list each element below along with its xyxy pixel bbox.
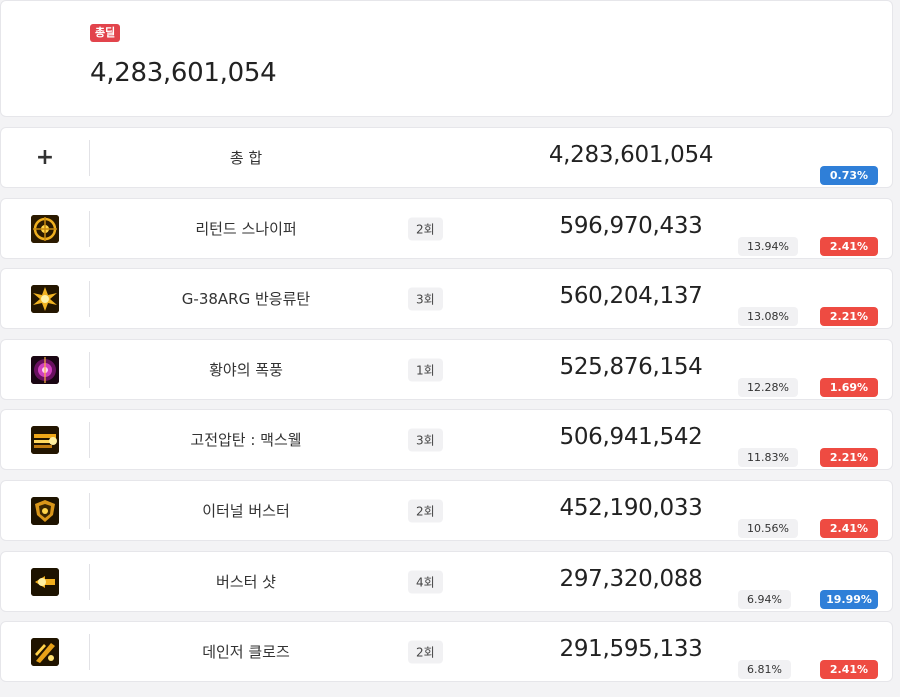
skill-damage: 452,190,033	[559, 495, 703, 521]
percent-badge: 19.99%	[820, 590, 878, 609]
total-row-percent-badge: 0.73%	[820, 166, 878, 185]
golden-shield-icon	[31, 496, 59, 525]
skill-row[interactable]: 황야의 폭풍 1회 525,876,154 12.28% 1.69%	[0, 339, 893, 400]
total-row[interactable]: + 총 합 4,283,601,054 0.73%	[0, 127, 893, 188]
skill-name: 데인저 클로즈	[202, 643, 290, 661]
skill-name: 리턴드 스나이퍼	[195, 220, 297, 238]
percent-badge: 2.41%	[820, 237, 878, 256]
skill-row[interactable]: 고전압탄 : 맥스웰 3회 506,941,542 11.83% 2.21%	[0, 409, 893, 470]
bullet-shot-icon	[31, 567, 59, 596]
summary-card: 총딜 4,283,601,054	[0, 0, 893, 117]
hit-count-badge: 1회	[408, 358, 443, 381]
total-damage-badge: 총딜	[90, 24, 121, 42]
skill-row[interactable]: 이터널 버스터 2회 452,190,033 10.56% 2.41%	[0, 480, 893, 541]
skill-name: 황야의 폭풍	[209, 361, 283, 379]
skill-name: G-38ARG 반응류탄	[181, 290, 311, 308]
percent-badge: 1.69%	[820, 378, 878, 397]
damage-share-badge: 6.94%	[738, 590, 791, 609]
total-row-damage: 4,283,601,054	[548, 142, 714, 168]
skill-name: 버스터 샷	[216, 573, 276, 591]
hit-count-badge: 2회	[408, 640, 443, 663]
skill-name: 이터널 버스터	[202, 502, 290, 520]
target-crosshair-icon	[31, 214, 59, 243]
skill-damage: 596,970,433	[559, 213, 703, 239]
hit-count-badge: 4회	[408, 570, 443, 593]
percent-badge: 2.41%	[820, 519, 878, 538]
skill-damage: 297,320,088	[559, 566, 703, 592]
percent-badge: 2.21%	[820, 307, 878, 326]
skill-row[interactable]: G-38ARG 반응류탄 3회 560,204,137 13.08% 2.21%	[0, 268, 893, 329]
total-row-label: 총 합	[229, 149, 263, 167]
damage-share-badge: 11.83%	[738, 448, 798, 467]
skill-damage: 506,941,542	[559, 424, 703, 450]
damage-share-badge: 10.56%	[738, 519, 798, 538]
skill-row[interactable]: 리턴드 스나이퍼 2회 596,970,433 13.94% 2.41%	[0, 198, 893, 259]
damage-share-badge: 12.28%	[738, 378, 798, 397]
hit-count-badge: 3회	[408, 287, 443, 310]
purple-storm-icon	[31, 355, 59, 384]
burst-explosion-icon	[31, 284, 59, 313]
percent-badge: 2.21%	[820, 448, 878, 467]
percent-badge: 2.41%	[820, 660, 878, 679]
total-damage-value: 4,283,601,054	[90, 58, 277, 88]
damage-share-badge: 13.94%	[738, 237, 798, 256]
skill-row[interactable]: 버스터 샷 4회 297,320,088 6.94% 19.99%	[0, 551, 893, 612]
skill-row[interactable]: 데인저 클로즈 2회 291,595,133 6.81% 2.41%	[0, 621, 893, 682]
slash-claw-icon	[31, 637, 59, 666]
hit-count-badge: 3회	[408, 428, 443, 451]
expand-plus-icon[interactable]: +	[35, 144, 55, 170]
hit-count-badge: 2회	[408, 499, 443, 522]
hit-count-badge: 2회	[408, 217, 443, 240]
skill-damage: 560,204,137	[559, 283, 703, 309]
skill-damage: 291,595,133	[559, 636, 703, 662]
skill-damage: 525,876,154	[559, 354, 703, 380]
beam-shot-icon	[31, 425, 59, 454]
damage-share-badge: 6.81%	[738, 660, 791, 679]
damage-share-badge: 13.08%	[738, 307, 798, 326]
skill-name: 고전압탄 : 맥스웰	[190, 431, 302, 449]
